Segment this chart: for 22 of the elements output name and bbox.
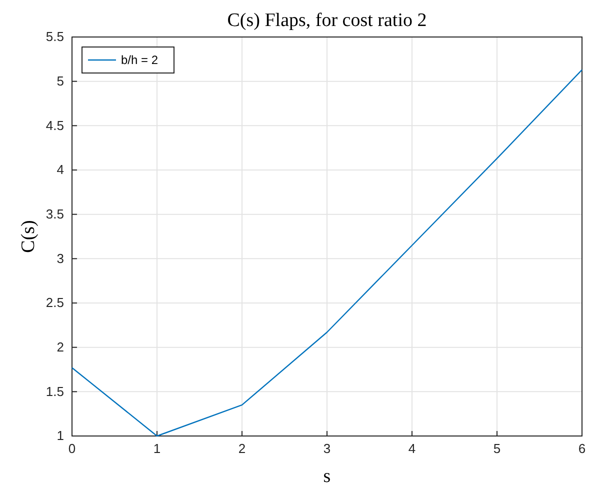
y-tick-label: 3 — [56, 250, 64, 266]
y-tick-label: 5 — [56, 73, 64, 88]
x-tick-label: 2 — [238, 441, 246, 456]
legend-label: b/h = 2 — [121, 53, 158, 67]
x-tick-label: 6 — [578, 441, 586, 456]
x-tick-label: 0 — [68, 441, 76, 456]
line-series — [71, 69, 583, 437]
x-axis-title: s — [323, 466, 331, 487]
y-tick-label: 2 — [56, 339, 64, 354]
y-axis-title: C(s) — [18, 220, 39, 253]
y-tick-label: 3.5 — [46, 206, 64, 222]
x-tick-label: 3 — [323, 441, 331, 456]
y-tick-label: 5.5 — [46, 29, 64, 44]
chart-title: C(s) Flaps, for cost ratio 2 — [227, 10, 427, 31]
y-tick-label: 1 — [56, 428, 64, 444]
x-tick-label: 5 — [493, 441, 501, 456]
x-tick-label: 4 — [408, 441, 416, 456]
y-tick-label: 4.5 — [46, 118, 64, 133]
y-tick-label: 2.5 — [46, 295, 64, 310]
x-tick-label: 1 — [153, 441, 161, 456]
y-tick-label: 1.5 — [46, 384, 64, 399]
y-tick-label: 4 — [56, 162, 64, 178]
